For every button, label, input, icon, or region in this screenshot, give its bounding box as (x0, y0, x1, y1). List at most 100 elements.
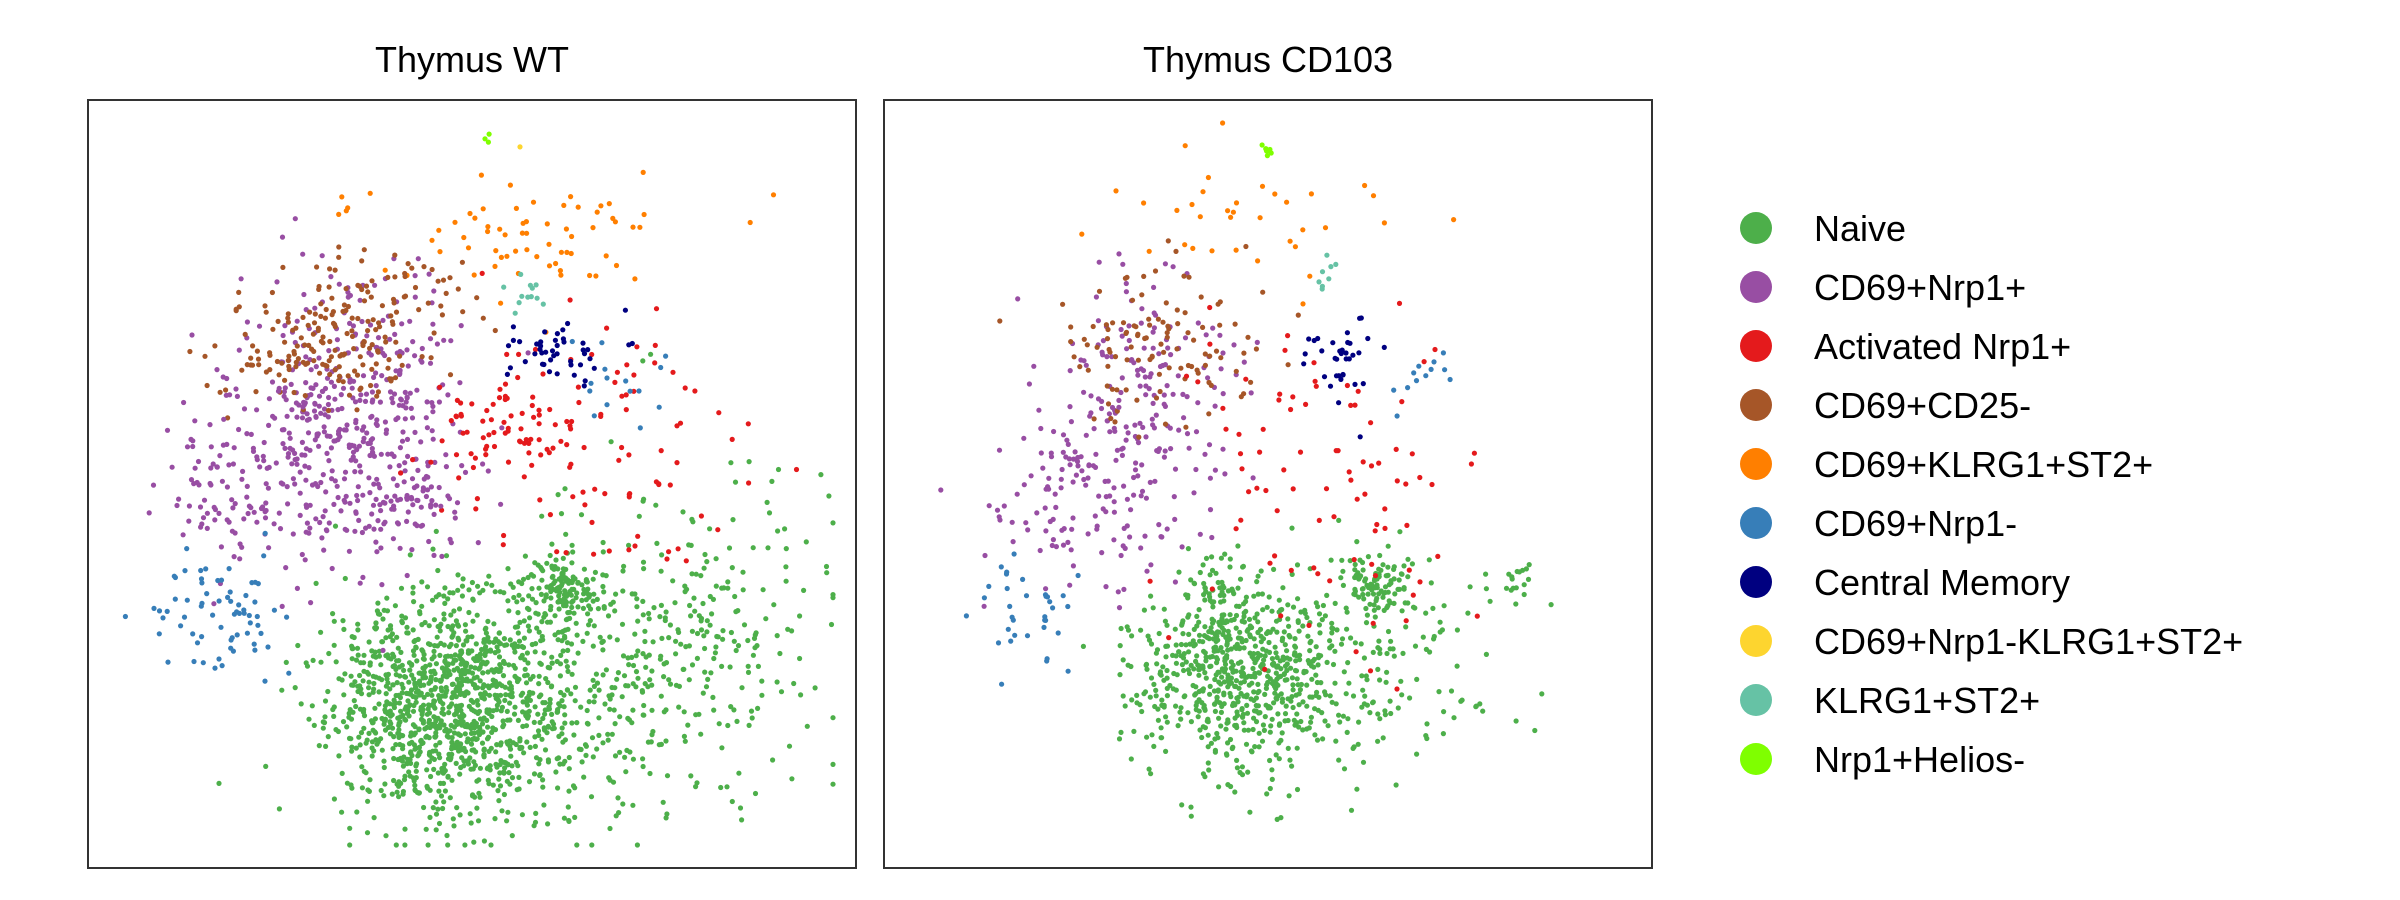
point-cd69-nrp1- (1218, 366, 1224, 372)
point-naive (1247, 634, 1253, 640)
point-naive (1202, 774, 1208, 780)
point-naive (565, 804, 571, 810)
point-naive (1364, 612, 1370, 618)
point-cd69-cd25- (1208, 382, 1214, 388)
point-naive (453, 618, 459, 624)
point-naive (1300, 623, 1306, 629)
point-naive (523, 723, 530, 729)
point-cd69-cd25- (1198, 294, 1204, 300)
point-naive (663, 738, 669, 744)
point-cd69-cd25- (352, 368, 358, 374)
point-naive (399, 620, 405, 626)
point-naive (361, 706, 367, 713)
point-cd69-nrp1- (1111, 537, 1117, 543)
point-cd69-klrg1-st2- (1307, 273, 1313, 279)
point-naive (759, 678, 765, 684)
point-naive (745, 637, 751, 644)
point-central-memory (504, 371, 510, 377)
point-naive (536, 673, 542, 679)
point-cd69-nrp1- (224, 441, 230, 447)
point-naive (1361, 596, 1367, 602)
point-cd69-nrp1- (1071, 456, 1077, 462)
point-cd69-nrp1- (189, 332, 195, 338)
point-naive (407, 702, 413, 708)
point-naive (1224, 653, 1230, 659)
point-naive (469, 793, 476, 799)
point-naive (539, 577, 545, 583)
point-cd69-klrg1-st2- (467, 210, 473, 217)
point-cd69-cd25- (329, 312, 335, 318)
point-activated-nrp1- (563, 550, 569, 556)
point-naive (613, 591, 619, 597)
point-naive (693, 712, 699, 718)
point-naive (1238, 690, 1244, 697)
point-cd69-nrp1- (995, 640, 1002, 646)
point-cd69-cd25- (286, 363, 292, 369)
point-cd69-nrp1- (428, 504, 434, 510)
point-cd69-cd25- (409, 265, 415, 271)
point-naive (1338, 575, 1344, 581)
point-activated-nrp1- (1209, 586, 1215, 592)
point-naive (384, 676, 390, 682)
point-activated-nrp1- (1306, 622, 1312, 629)
point-naive (498, 708, 504, 714)
point-cd69-cd25- (346, 392, 353, 398)
point-naive (1322, 689, 1328, 695)
point-naive (483, 644, 489, 650)
point-activated-nrp1- (1367, 668, 1374, 674)
point-naive (509, 763, 515, 769)
point-cd69-nrp1- (398, 396, 404, 402)
point-naive (595, 606, 602, 612)
point-naive (548, 603, 554, 610)
point-cd69-nrp1- (443, 452, 449, 458)
point-cd69-cd25- (367, 345, 373, 351)
point-naive (481, 754, 487, 760)
point-naive (1181, 667, 1187, 674)
point-cd69-cd25- (1143, 335, 1149, 341)
point-naive (509, 775, 516, 781)
point-naive (586, 594, 592, 600)
point-activated-nrp1- (619, 393, 625, 399)
point-naive (1509, 574, 1515, 580)
point-naive (366, 730, 372, 737)
point-naive (455, 731, 461, 737)
legend-marker-cd69-nrp1- (1740, 271, 1772, 303)
point-cd69-nrp1- (1010, 617, 1016, 623)
point-cd69-klrg1-st2- (1182, 242, 1188, 248)
point-naive (1362, 693, 1368, 699)
point-naive (1181, 651, 1187, 657)
point-naive (298, 701, 304, 707)
point-cd69-nrp1- (208, 444, 214, 450)
point-naive (1290, 604, 1297, 610)
point-naive (1395, 705, 1401, 711)
point-cd69-cd25- (187, 348, 193, 355)
point-naive (1334, 627, 1340, 633)
point-cd69-nrp1- (151, 605, 157, 612)
point-cd69-nrp1- (294, 585, 300, 592)
point-naive (1148, 593, 1154, 599)
point-cd69-klrg1-st2- (507, 182, 513, 188)
point-naive (1259, 738, 1266, 744)
point-naive (735, 608, 741, 614)
point-cd69-nrp1- (426, 538, 432, 545)
point-naive (1320, 736, 1326, 742)
point-naive (649, 732, 655, 738)
point-cd69-klrg1-st2- (336, 211, 342, 217)
point-cd69-nrp1- (1055, 630, 1061, 636)
point-central-memory (561, 339, 567, 345)
point-naive (526, 779, 533, 785)
point-naive (430, 748, 436, 754)
point-naive (1269, 767, 1275, 773)
point-cd69-nrp1- (408, 405, 414, 411)
point-cd69-nrp1- (218, 577, 225, 583)
point-naive (1143, 662, 1149, 668)
point-naive (786, 743, 793, 749)
point-cd69-nrp1- (332, 396, 338, 402)
point-activated-nrp1- (458, 413, 464, 419)
point-cd69-nrp1- (986, 583, 992, 590)
point-cd69-nrp1- (303, 380, 309, 386)
point-cd69-nrp1- (293, 400, 299, 406)
point-naive (560, 648, 566, 654)
point-activated-nrp1- (624, 362, 630, 368)
point-activated-nrp1- (410, 457, 416, 463)
